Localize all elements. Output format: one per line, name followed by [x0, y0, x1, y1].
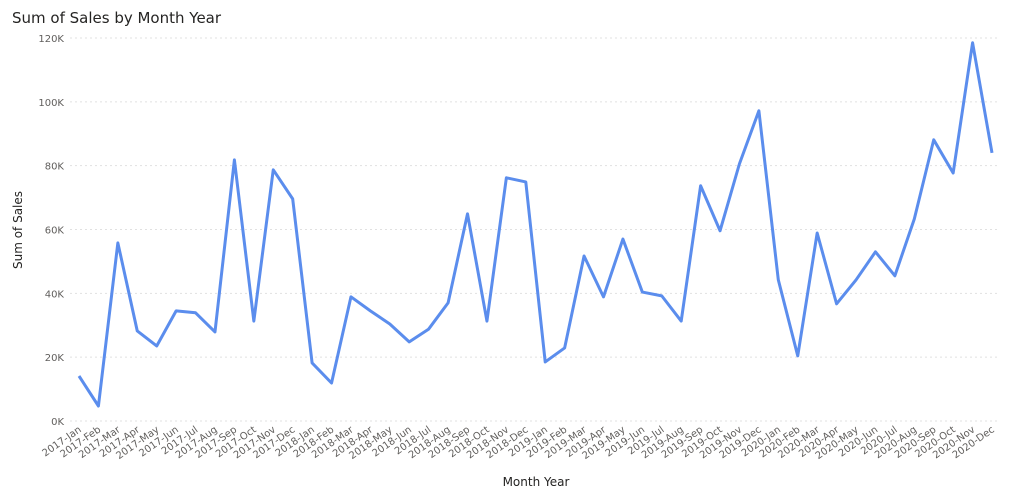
y-tick-label: 20K: [45, 353, 65, 364]
line: [77, 41, 994, 408]
y-tick-label: 120K: [38, 34, 64, 45]
y-tick-label: 80K: [45, 162, 65, 173]
chart-title: Sum of Sales by Month Year: [12, 9, 222, 27]
y-tick-label: 40K: [45, 289, 65, 300]
x-axis-title: Month Year: [503, 475, 570, 489]
y-tick-label: 0K: [51, 417, 64, 428]
y-tick-label: 100K: [38, 98, 64, 109]
y-tick-label: 60K: [45, 226, 65, 237]
y-axis-title: Sum of Sales: [11, 191, 25, 269]
